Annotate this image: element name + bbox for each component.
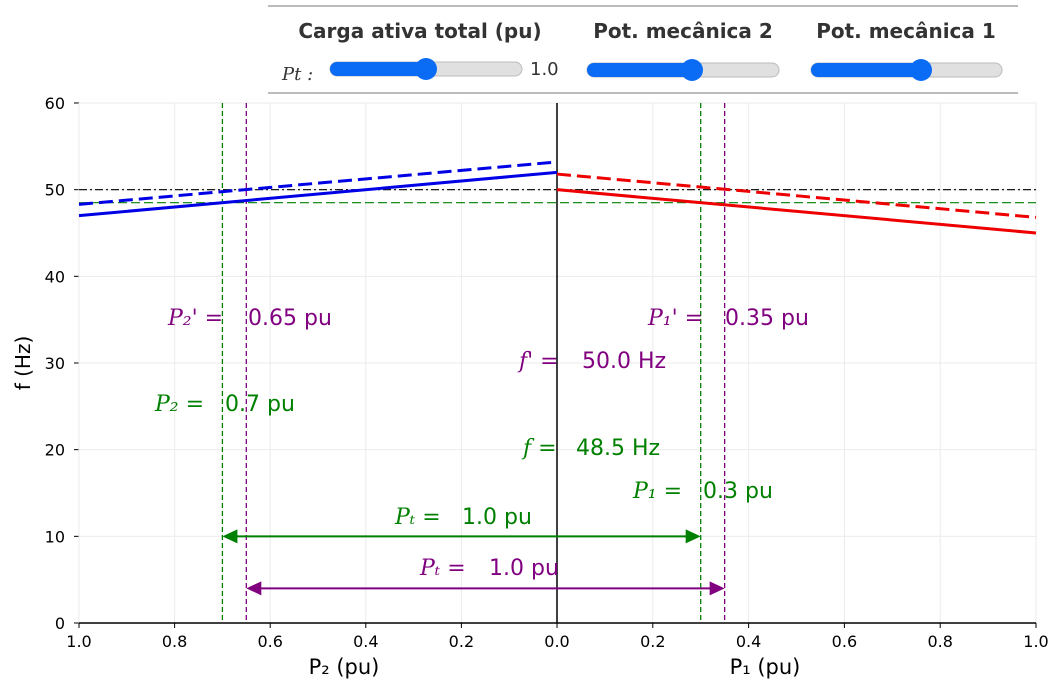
x-tick-label: 0.8 [927, 632, 952, 651]
x-tick-label: 0.6 [257, 632, 282, 651]
annotation-text: 1.0 pu [462, 505, 532, 530]
slider[interactable] [810, 59, 1003, 81]
annotation-text: 48.5 Hz [576, 436, 660, 461]
control-title: Pot. mecânica 2 [593, 19, 773, 43]
x-tick-label: 0.6 [832, 632, 857, 651]
line [556, 172, 1037, 219]
slider-label: Pt : [281, 64, 313, 85]
slider-thumb[interactable] [681, 59, 703, 81]
y-tick-label: 30 [45, 354, 65, 373]
arrow-head [246, 581, 262, 596]
x-tick-label: 0.0 [544, 632, 569, 651]
control-title: Carga ativa total (pu) [298, 19, 541, 43]
annotation-symbol: f = [521, 436, 557, 461]
x-tick-label: 0.8 [162, 632, 187, 651]
arrow-head [709, 581, 725, 596]
x-tick-label: 0.2 [449, 632, 474, 651]
x-axis-label: P₁ (pu) [730, 655, 801, 679]
x-tick-label: 0.4 [353, 632, 378, 651]
annotation-text: 0.65 pu [248, 306, 332, 331]
line [556, 188, 1037, 235]
annotation-symbol: Pₜ = [394, 505, 441, 530]
arrow-head [685, 529, 701, 544]
line [78, 160, 558, 206]
y-tick-label: 10 [45, 527, 65, 546]
annotation-text: 0.35 pu [725, 306, 809, 331]
x-tick-label: 0.4 [736, 632, 761, 651]
slider-readout: 1.0 [530, 59, 559, 80]
control-title: Pot. mecânica 1 [816, 19, 996, 43]
slider-thumb[interactable] [415, 58, 437, 80]
line [78, 170, 558, 218]
y-tick-label: 50 [45, 181, 65, 200]
arrow-head [222, 529, 238, 544]
annotation-symbol: f' = [517, 349, 559, 374]
y-axis-label: f (Hz) [11, 336, 35, 391]
x-axis-label: P₂ (pu) [309, 655, 380, 679]
annotation-text: 1.0 pu [489, 556, 559, 581]
slider-fill [587, 63, 692, 77]
annotation-text: 0.3 pu [703, 479, 773, 504]
annotation-symbol: P₁ = [632, 479, 682, 504]
slider[interactable] [586, 59, 780, 81]
y-tick-label: 0 [55, 614, 65, 633]
annotation-text: 50.0 Hz [582, 349, 666, 374]
slider-fill [811, 63, 921, 77]
annotation-symbol: P₂' = [167, 306, 223, 331]
annotation-symbol: Pₜ = [419, 556, 466, 581]
slider-fill [330, 62, 426, 76]
slider[interactable] [329, 58, 523, 80]
y-tick-label: 60 [45, 94, 65, 113]
annotation-text: 0.7 pu [225, 392, 295, 417]
x-tick-label: 0.2 [640, 632, 665, 651]
annotation-symbol: P₁' = [647, 306, 703, 331]
x-tick-label: 1.0 [66, 632, 91, 651]
x-tick-label: 1.0 [1023, 632, 1048, 651]
slider-thumb[interactable] [910, 59, 932, 81]
y-tick-label: 20 [45, 441, 65, 460]
y-tick-label: 40 [45, 267, 65, 286]
annotation-symbol: P₂ = [154, 392, 204, 417]
